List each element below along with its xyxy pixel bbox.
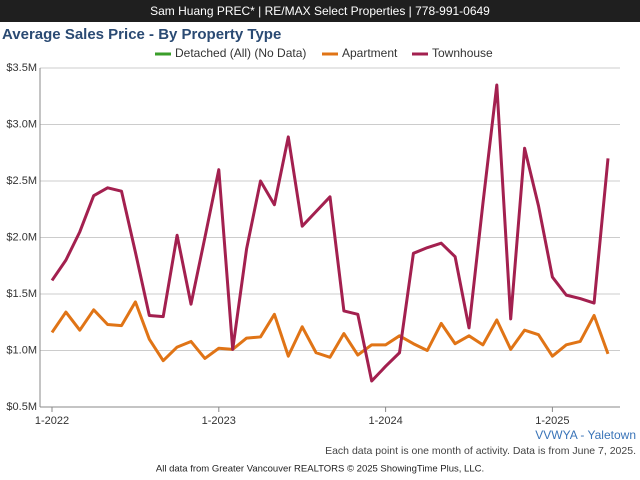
x-tick-label: 1-2022 (35, 415, 69, 427)
banner: Sam Huang PREC* | RE/MAX Select Properti… (150, 4, 490, 18)
x-tick-label: 1-2024 (368, 415, 402, 427)
legend-label: Apartment (342, 46, 398, 60)
y-tick-label: $1.5M (6, 288, 37, 300)
banner-bg (0, 0, 640, 22)
legend-label: Detached (All) (No Data) (175, 46, 306, 60)
y-tick-label: $0.5M (6, 401, 37, 413)
region-label: VVWYA - Yaletown (535, 428, 636, 442)
note: Each data point is one month of activity… (325, 445, 636, 457)
y-tick-label: $1.0M (6, 344, 37, 356)
y-tick-label: $2.5M (6, 175, 37, 187)
y-tick-label: $3.0M (6, 118, 37, 130)
chart-title: Average Sales Price - By Property Type (2, 26, 281, 43)
footer: All data from Greater Vancouver REALTORS… (156, 464, 484, 475)
y-tick-label: $2.0M (6, 231, 37, 243)
series-line (50, 83, 610, 383)
series-line (50, 300, 610, 363)
legend-label: Townhouse (432, 46, 493, 60)
x-tick-label: 1-2023 (202, 415, 236, 427)
y-tick-label: $3.5M (6, 62, 37, 74)
x-tick-label: 1-2025 (535, 415, 569, 427)
